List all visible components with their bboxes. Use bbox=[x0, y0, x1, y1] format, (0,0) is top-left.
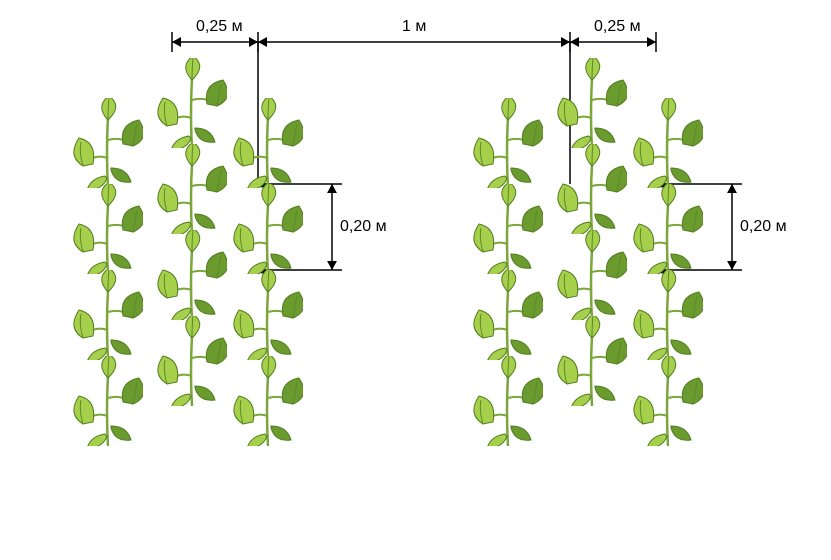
plant-icon bbox=[73, 356, 143, 446]
plant-icon bbox=[557, 144, 627, 234]
plant-icon bbox=[557, 316, 627, 406]
dim-label-top-right: 0,25 м bbox=[594, 18, 641, 36]
plant-icon bbox=[633, 270, 703, 360]
plant-icon bbox=[157, 230, 227, 320]
plant-icon bbox=[633, 356, 703, 446]
plant-icon bbox=[557, 230, 627, 320]
plant-icon bbox=[157, 316, 227, 406]
plant-icon bbox=[633, 98, 703, 188]
dim-label-vert-right: 0,20 м bbox=[740, 218, 787, 236]
plant-icon bbox=[473, 270, 543, 360]
plant-icon bbox=[73, 184, 143, 274]
plant-icon bbox=[473, 184, 543, 274]
dim-label-top-center: 1 м bbox=[402, 18, 426, 36]
plant-icon bbox=[473, 98, 543, 188]
planting-diagram: 0,25 м 1 м 0,25 м 0,20 м 0,20 м bbox=[0, 0, 831, 560]
plant-icon bbox=[233, 356, 303, 446]
plant-icon bbox=[73, 98, 143, 188]
plant-icon bbox=[633, 184, 703, 274]
plant-icon bbox=[233, 98, 303, 188]
plant-icon bbox=[233, 184, 303, 274]
plant-icon bbox=[157, 58, 227, 148]
plant-icon bbox=[557, 58, 627, 148]
plant-icon bbox=[73, 270, 143, 360]
plant-icon bbox=[157, 144, 227, 234]
dim-label-top-left: 0,25 м bbox=[196, 18, 243, 36]
plant-icon bbox=[233, 270, 303, 360]
dim-label-vert-left: 0,20 м bbox=[340, 218, 387, 236]
plant-icon bbox=[473, 356, 543, 446]
